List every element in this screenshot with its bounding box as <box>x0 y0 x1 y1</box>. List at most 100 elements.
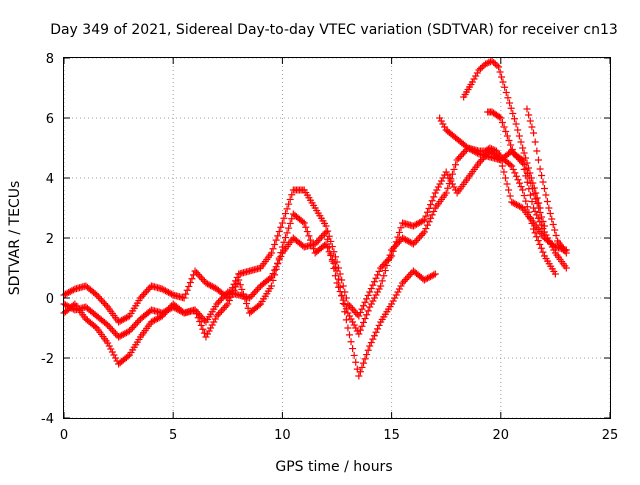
data-point <box>339 296 347 304</box>
data-point <box>360 359 368 367</box>
data-point <box>197 321 205 329</box>
data-point <box>122 314 130 322</box>
data-point <box>536 165 544 173</box>
data-point <box>146 284 154 292</box>
data-point <box>317 233 325 241</box>
data-point <box>299 218 307 226</box>
data-point <box>462 143 470 151</box>
data-point <box>360 302 368 310</box>
data-point <box>497 114 505 122</box>
data-point <box>540 222 548 230</box>
data-point <box>252 287 260 295</box>
data-point <box>271 266 279 274</box>
data-point <box>477 65 485 72</box>
data-point <box>524 170 532 177</box>
data-point <box>516 202 524 210</box>
data-point <box>278 219 286 227</box>
chart-title: Day 349 of 2021, Sidereal Day-to-day VTE… <box>50 22 618 38</box>
data-point <box>540 228 548 236</box>
data-point <box>130 322 138 330</box>
data-point <box>232 283 240 291</box>
data-point <box>118 331 126 339</box>
data-point <box>219 305 227 313</box>
data-point <box>350 321 358 329</box>
tick-layer: 0 5 10 15 20 25 -4 -2 0 2 4 6 8 <box>41 52 618 443</box>
data-point <box>417 231 425 239</box>
data-point <box>533 147 541 155</box>
data-point <box>519 144 527 152</box>
data-point <box>516 179 524 187</box>
data-point <box>233 279 241 287</box>
data-point <box>502 89 510 96</box>
data-point <box>392 241 400 249</box>
data-point <box>538 172 546 179</box>
data-point <box>475 159 483 167</box>
data-point <box>428 272 436 280</box>
data-point <box>489 146 497 153</box>
data-point <box>361 355 369 363</box>
data-point <box>395 228 403 236</box>
data-point <box>525 111 533 119</box>
data-point <box>127 325 135 333</box>
data-point <box>430 271 438 279</box>
data-point <box>361 315 369 323</box>
data-point <box>537 221 545 229</box>
data-point <box>160 308 168 316</box>
data-point <box>551 270 559 278</box>
data-point <box>253 285 261 293</box>
data-point <box>158 309 166 317</box>
y-tick-label: -4 <box>41 412 54 427</box>
data-point <box>508 162 516 170</box>
data-point <box>486 144 494 152</box>
data-point <box>335 275 343 283</box>
y-tick-label: 8 <box>46 52 54 67</box>
data-point <box>436 180 444 188</box>
data-point <box>377 264 385 272</box>
data-point <box>375 267 383 275</box>
data-point <box>369 297 377 305</box>
data-point <box>427 201 435 209</box>
data-point <box>238 285 246 293</box>
data-point <box>166 289 174 297</box>
data-point <box>102 320 110 328</box>
data-point <box>274 232 282 240</box>
data-point <box>534 237 542 245</box>
data-point <box>549 221 557 228</box>
data-point <box>430 207 438 215</box>
data-point <box>324 244 332 252</box>
data-point <box>91 290 99 298</box>
data-point <box>519 156 527 164</box>
data-point <box>374 288 382 296</box>
data-point <box>325 243 333 251</box>
data-point <box>414 219 422 227</box>
data-point <box>356 326 364 334</box>
data-point <box>528 198 536 206</box>
data-point <box>540 185 548 192</box>
data-point <box>243 300 251 308</box>
series-track-3 <box>60 144 570 341</box>
data-point <box>546 210 554 217</box>
data-point <box>65 303 73 311</box>
data-point <box>483 59 491 67</box>
data-point <box>538 213 546 221</box>
x-axis-label: GPS time / hours <box>275 459 392 475</box>
data-point <box>416 233 424 241</box>
data-point <box>345 302 353 310</box>
data-point <box>430 193 438 201</box>
data-point <box>528 185 536 192</box>
data-point <box>352 358 360 366</box>
data-point <box>517 203 525 211</box>
x-tick-label: 20 <box>493 428 510 443</box>
data-point <box>526 191 534 199</box>
data-point <box>355 330 363 338</box>
data-point <box>488 145 496 153</box>
data-point <box>512 120 520 128</box>
data-point <box>213 312 221 320</box>
data-point <box>246 294 254 302</box>
data-point <box>482 60 490 68</box>
data-point <box>423 208 431 216</box>
data-point <box>186 279 194 287</box>
data-point <box>508 198 516 206</box>
data-point <box>500 168 508 176</box>
data-point <box>519 186 527 194</box>
